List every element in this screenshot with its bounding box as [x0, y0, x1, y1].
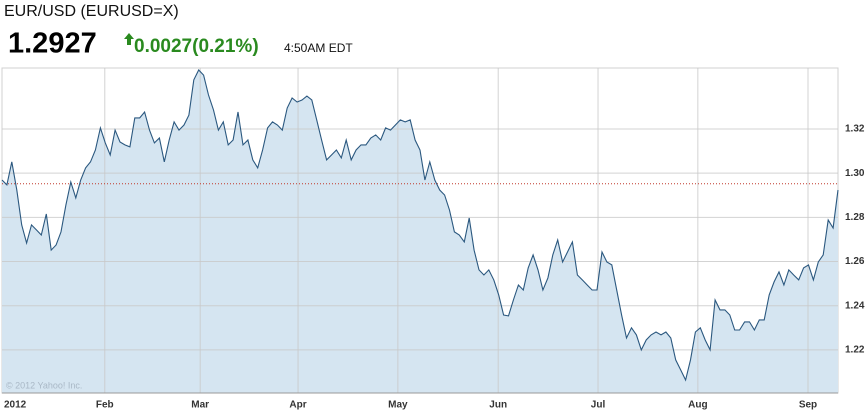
- x-tick-label: 2012: [4, 400, 27, 411]
- price-line: [1, 69, 839, 382]
- y-tick-label: 1.26: [845, 256, 865, 267]
- y-tick-label: 1.32: [845, 124, 865, 135]
- quote-change: 0.0027(0.21%): [134, 36, 259, 57]
- quote-time: 4:50AM EDT: [284, 41, 353, 55]
- quote-title: EUR/USD (EURUSD=X): [4, 3, 179, 20]
- x-tick-label: Sep: [799, 400, 817, 411]
- x-tick-label: Apr: [289, 400, 306, 411]
- y-tick-label: 1.24: [845, 300, 865, 311]
- x-tick-label: May: [388, 400, 408, 411]
- y-tick-label: 1.22: [845, 345, 865, 356]
- watermark: © 2012 Yahoo! Inc.: [6, 380, 82, 390]
- x-tick-label: Jun: [489, 400, 507, 411]
- x-tick-label: Aug: [688, 400, 707, 411]
- y-tick-label: 1.30: [845, 168, 865, 179]
- x-tick-label: Feb: [96, 400, 114, 411]
- x-tick-label: Jul: [591, 400, 606, 411]
- x-tick-label: Mar: [191, 400, 209, 411]
- area: [2, 70, 838, 393]
- up-arrow: [124, 33, 134, 45]
- y-tick-label: 1.28: [845, 212, 865, 223]
- quote-price: 1.2927: [8, 28, 97, 60]
